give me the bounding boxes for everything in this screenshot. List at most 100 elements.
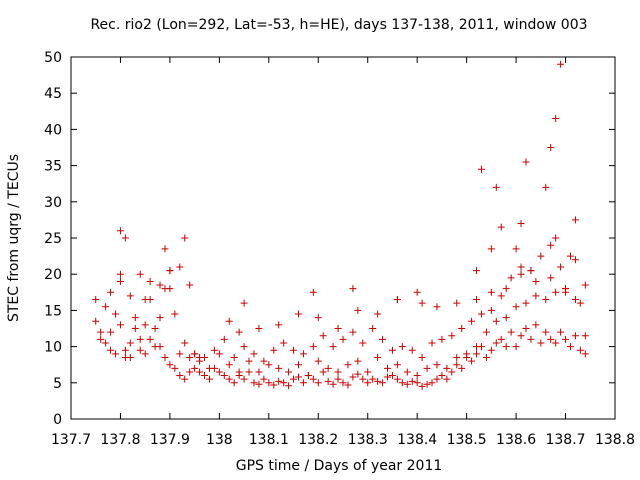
data-point <box>245 368 253 376</box>
data-point <box>477 165 485 173</box>
data-point <box>433 361 441 369</box>
data-point <box>571 332 579 340</box>
data-point <box>309 375 317 383</box>
y-tick-label: 5 <box>53 376 62 392</box>
data-point <box>468 357 476 365</box>
data-point <box>497 292 505 300</box>
data-point <box>294 361 302 369</box>
data-point <box>428 379 436 387</box>
data-point <box>527 335 535 343</box>
data-point <box>215 350 223 358</box>
data-point <box>453 361 461 369</box>
data-point <box>537 252 545 260</box>
data-point <box>522 158 530 166</box>
data-point <box>304 372 312 380</box>
data-point <box>487 306 495 314</box>
data-point <box>477 310 485 318</box>
data-point <box>116 277 124 285</box>
x-axis-label: GPS time / Days of year 2011 <box>236 458 443 474</box>
data-point <box>552 288 560 296</box>
data-point <box>324 364 332 372</box>
data-point <box>507 328 515 336</box>
data-point <box>403 368 411 376</box>
data-point <box>235 368 243 376</box>
y-tick-label: 25 <box>44 231 62 247</box>
data-point <box>354 357 362 365</box>
data-point <box>146 277 154 285</box>
data-point <box>156 281 164 289</box>
data-point <box>547 241 555 249</box>
data-point <box>453 353 461 361</box>
data-point <box>438 335 446 343</box>
data-point <box>413 372 421 380</box>
data-point <box>176 263 184 271</box>
data-point <box>136 346 144 354</box>
data-point <box>547 274 555 282</box>
data-point <box>191 350 199 358</box>
data-point <box>423 364 431 372</box>
data-point <box>319 368 327 376</box>
data-point <box>413 379 421 387</box>
data-point <box>230 379 238 387</box>
data-point <box>364 379 372 387</box>
data-point <box>112 350 120 358</box>
data-point <box>191 364 199 372</box>
data-point <box>576 299 584 307</box>
data-point <box>181 339 189 347</box>
data-point <box>512 245 520 253</box>
data-point <box>497 223 505 231</box>
data-point <box>349 328 357 336</box>
data-point <box>552 234 560 242</box>
data-point <box>294 373 302 381</box>
data-point <box>448 368 456 376</box>
data-point <box>270 346 278 354</box>
data-point <box>324 377 332 385</box>
data-point <box>280 339 288 347</box>
data-point <box>522 299 530 307</box>
data-point <box>581 332 589 340</box>
data-point <box>438 372 446 380</box>
data-point <box>176 372 184 380</box>
data-point <box>547 335 555 343</box>
data-point <box>334 325 342 332</box>
data-point <box>290 346 298 354</box>
data-point <box>161 353 169 361</box>
data-point <box>97 335 105 343</box>
data-point <box>423 380 431 388</box>
y-tick-label: 45 <box>44 86 62 102</box>
data-point <box>403 380 411 388</box>
data-point <box>393 296 401 304</box>
data-point <box>171 310 179 318</box>
data-point <box>566 343 574 351</box>
data-point <box>557 328 565 336</box>
data-point <box>285 382 293 390</box>
data-point <box>428 339 436 347</box>
data-point <box>309 343 317 351</box>
data-point <box>161 285 169 293</box>
data-point <box>384 373 392 381</box>
chart-title: Rec. rio2 (Lon=292, Lat=-53, h=HE), days… <box>90 17 587 33</box>
data-point <box>126 339 134 347</box>
data-point <box>112 310 120 318</box>
data-point <box>151 325 159 332</box>
data-point <box>473 296 481 304</box>
data-point <box>468 317 476 325</box>
data-point <box>250 350 258 358</box>
data-point <box>225 375 233 383</box>
data-point <box>453 299 461 307</box>
data-point <box>517 270 525 278</box>
data-point <box>482 353 490 361</box>
data-point <box>374 377 382 385</box>
data-point <box>319 332 327 340</box>
data-point <box>354 370 362 378</box>
data-point <box>344 361 352 369</box>
data-point <box>542 183 550 191</box>
x-tick-label: 138.6 <box>496 432 536 448</box>
data-point <box>344 381 352 389</box>
data-point <box>107 328 115 336</box>
data-point <box>230 353 238 361</box>
data-point <box>542 296 550 304</box>
data-point <box>161 245 169 253</box>
data-point <box>482 328 490 336</box>
data-point <box>334 368 342 376</box>
